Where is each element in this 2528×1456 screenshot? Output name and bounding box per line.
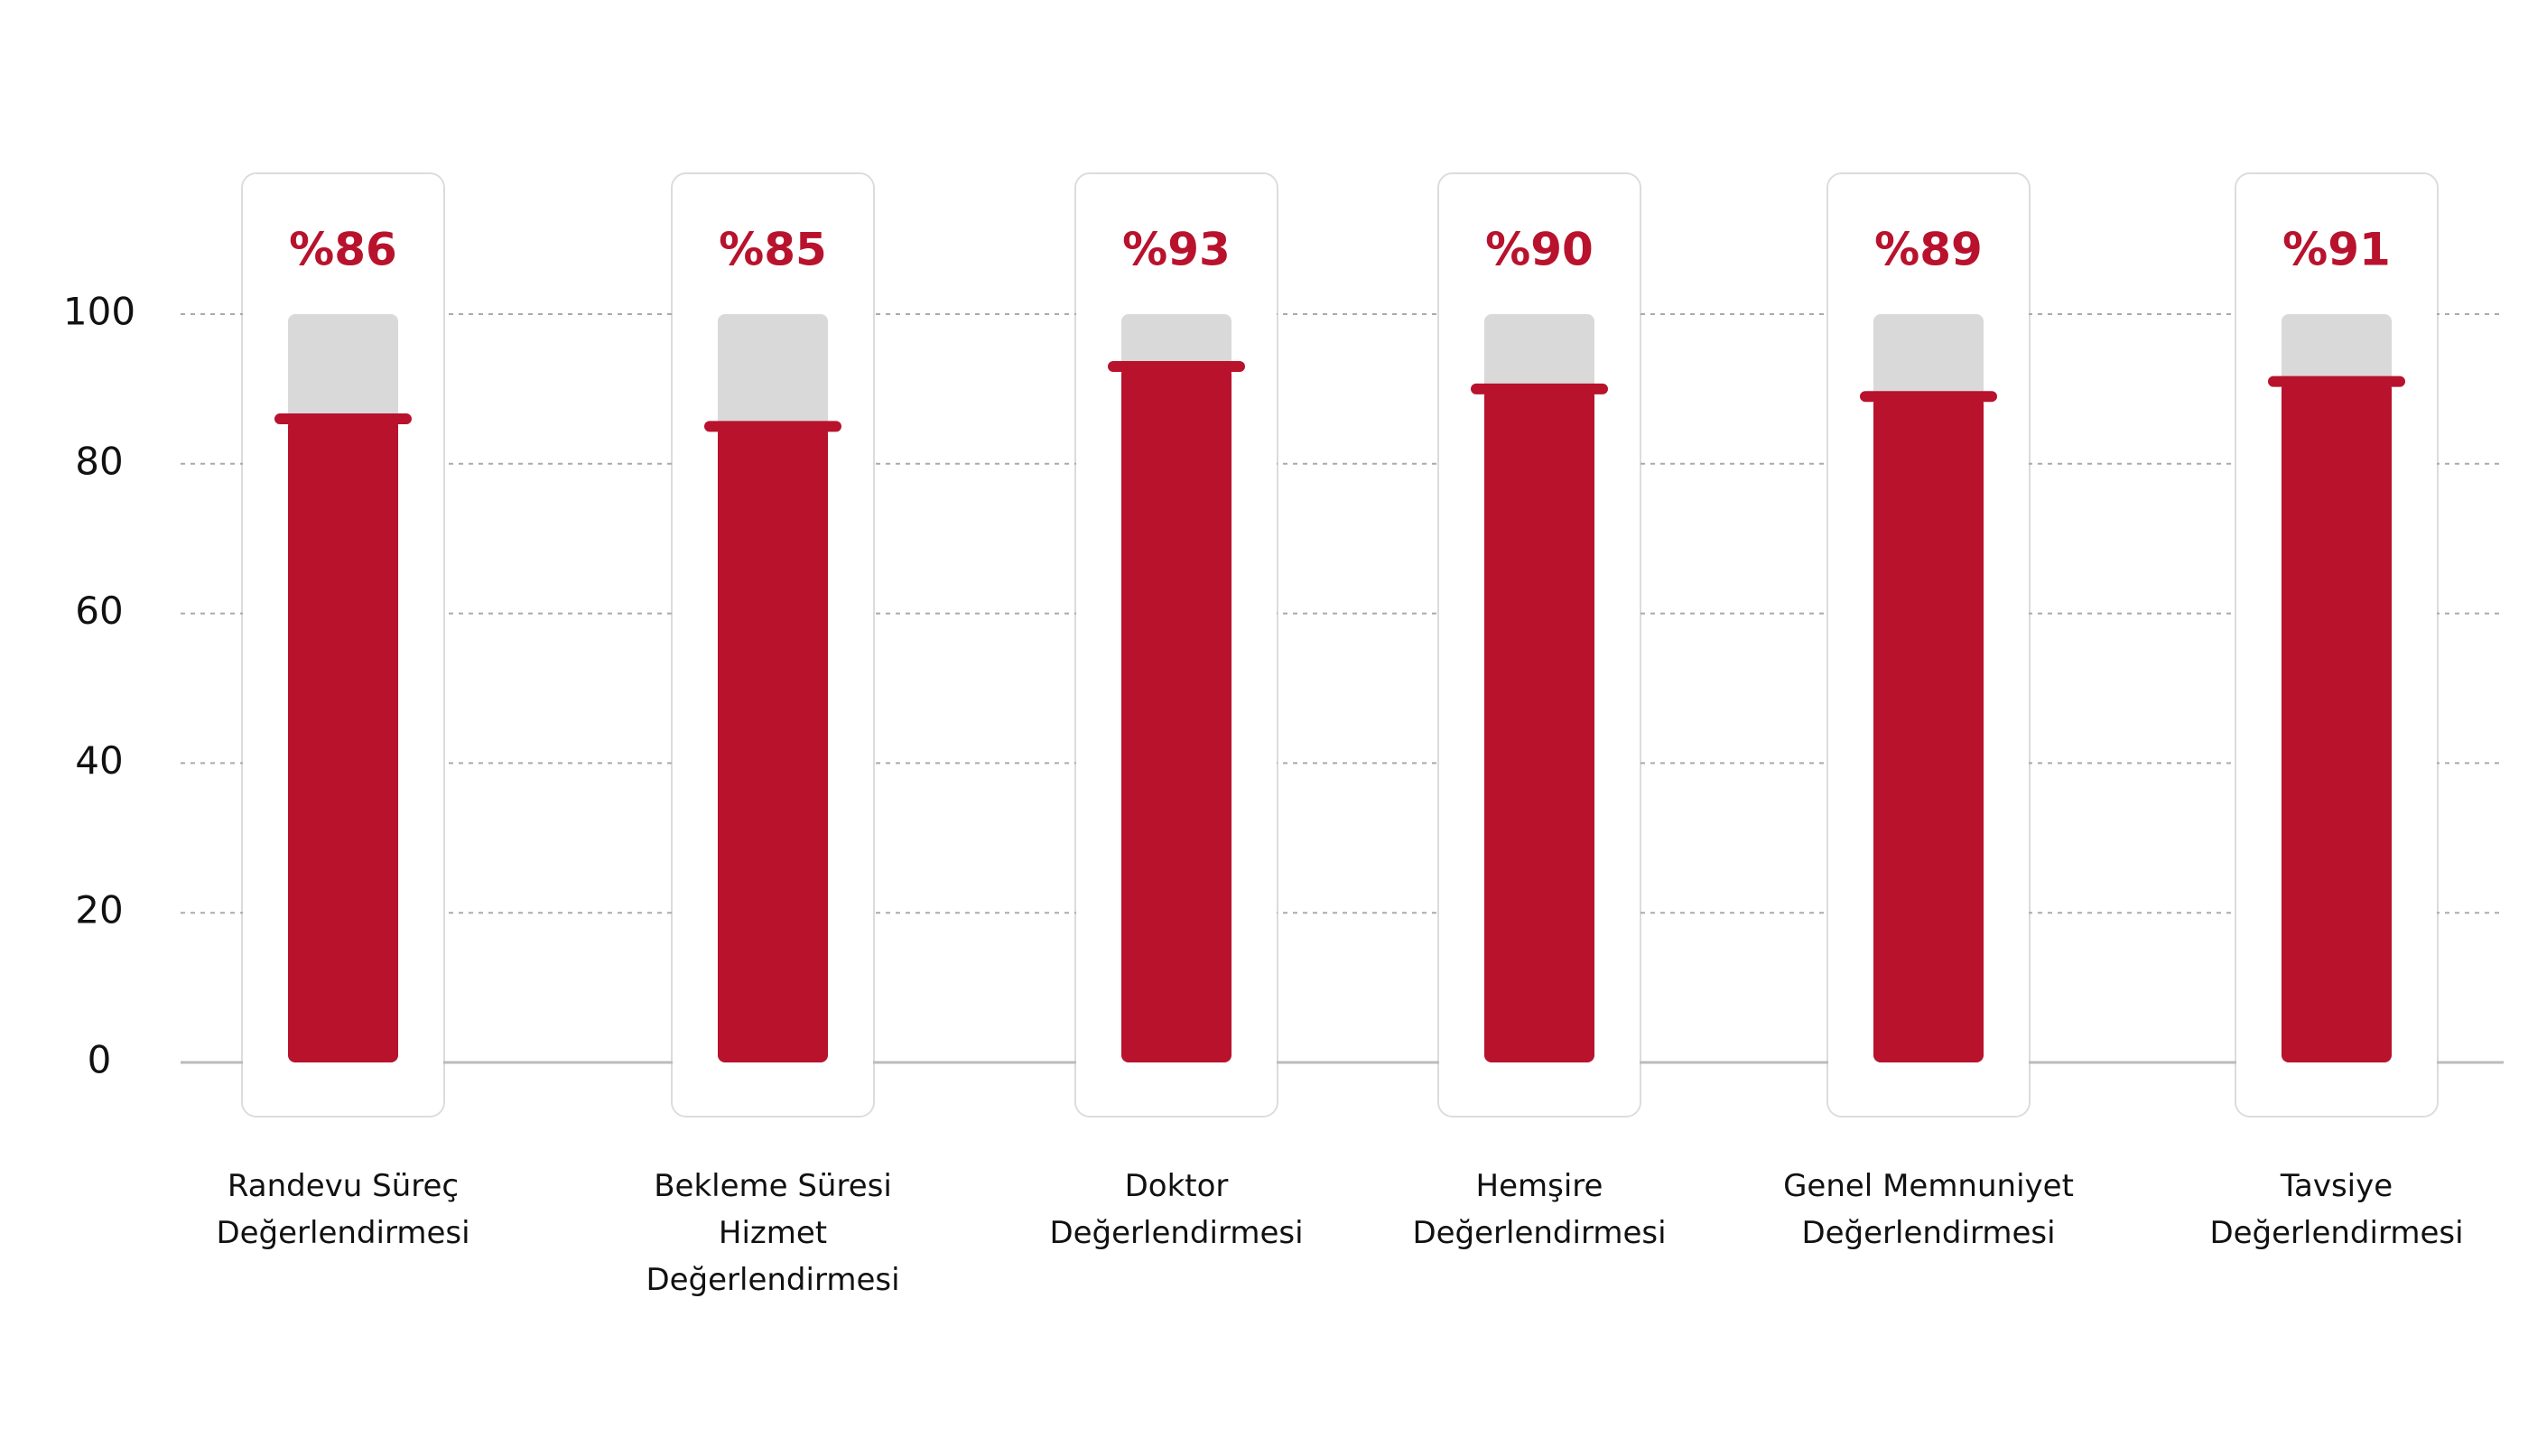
y-tick-label: 40 <box>75 738 123 783</box>
bar <box>1873 396 1984 1062</box>
bar <box>1484 388 1594 1062</box>
x-tick-label: Bekleme Süresi Hizmet Değerlendirmesi <box>646 1168 900 1298</box>
y-tick-label: 20 <box>75 888 123 932</box>
x-tick-label: Doktor Değerlendirmesi <box>1049 1168 1304 1251</box>
y-tick-label: 60 <box>75 589 123 633</box>
x-tick-label: Hemşire Değerlendirmesi <box>1412 1168 1667 1251</box>
value-label: %85 <box>719 224 827 276</box>
value-label: %91 <box>2282 224 2391 276</box>
y-tick-label: 80 <box>75 439 123 483</box>
y-tick-label: 100 <box>63 290 135 334</box>
bar <box>1121 366 1231 1062</box>
x-tick-label: Randevu Süreç Değerlendirmesi <box>216 1168 470 1251</box>
bar <box>288 419 398 1062</box>
x-tick-label: Genel Memnuniyet Değerlendirmesi <box>1783 1168 2074 1251</box>
x-tick-label: Tavsiye Değerlendirmesi <box>2209 1168 2464 1251</box>
value-label: %89 <box>1874 224 1983 276</box>
y-tick-label: 0 <box>88 1038 112 1082</box>
value-label: %90 <box>1485 224 1594 276</box>
bar <box>2282 381 2392 1062</box>
value-label: %86 <box>289 224 397 276</box>
bar <box>718 426 828 1063</box>
value-label: %93 <box>1122 224 1231 276</box>
